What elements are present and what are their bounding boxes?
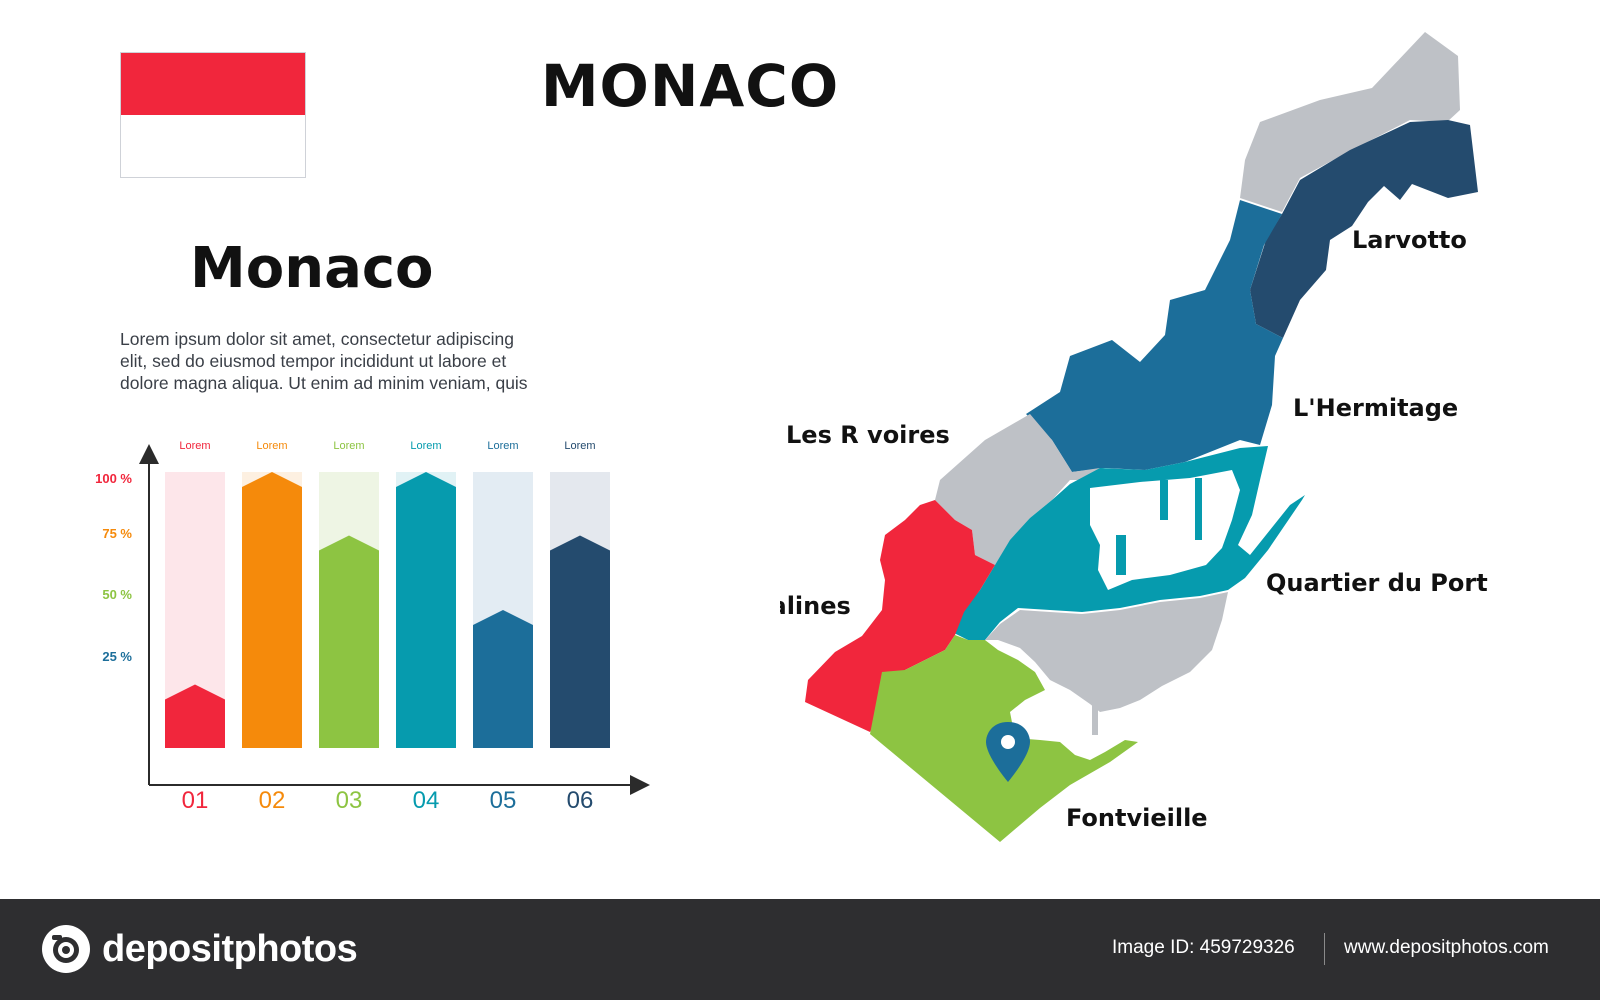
chart-bar <box>550 535 610 748</box>
port-harbor <box>1090 470 1240 590</box>
chart-category-label-group: Lorem Lorem Lorem Lorem Lorem Lorem <box>179 440 595 452</box>
footer-bar: depositphotos Image ID: 459729326 www.de… <box>0 899 1600 1000</box>
chart-category-label: Lorem <box>410 440 441 452</box>
flag-red-stripe <box>121 53 305 115</box>
image-id: Image ID: 459729326 <box>1112 937 1295 958</box>
label-les-revoires: Les R voires <box>786 421 950 449</box>
brand[interactable]: depositphotos <box>40 923 358 975</box>
page-title: MONACO <box>540 52 840 120</box>
region-les-salines <box>805 500 995 732</box>
description-line: elit, sed do eiusmod tempor incididunt u… <box>120 351 507 371</box>
monaco-flag <box>120 52 306 178</box>
chart-x-label-group: 01 02 03 04 05 06 <box>182 787 594 814</box>
label-quartier-du-port: Quartier du Port <box>1266 569 1488 597</box>
chart-bar <box>319 535 379 748</box>
brand-name: depositphotos <box>102 927 358 970</box>
chart-track-group <box>165 472 610 748</box>
description-line: dolore magna aliqua. Ut enim ad minim ve… <box>120 373 528 393</box>
region-north-grey <box>1240 32 1460 212</box>
flag-white-stripe <box>121 115 305 177</box>
chart-bar <box>165 684 225 748</box>
region-les-revoires <box>935 414 1100 565</box>
chart-x-label: 05 <box>490 787 517 814</box>
description-line: Lorem ipsum dolor sit amet, consectetur … <box>120 329 514 349</box>
chart-bar <box>242 472 302 748</box>
chart-category-label: Lorem <box>256 440 287 452</box>
location-pin-icon <box>986 722 1030 782</box>
section-title: Monaco <box>190 236 434 301</box>
region-lhermitage <box>1026 200 1283 472</box>
chart-y-tick: 25 % <box>102 649 132 664</box>
chart-category-label: Lorem <box>333 440 364 452</box>
chart-bar-group <box>165 472 610 748</box>
chart-y-tick: 75 % <box>102 526 132 541</box>
chart-category-label: Lorem <box>564 440 595 452</box>
chart-category-label: Lorem <box>487 440 518 452</box>
site-url-link[interactable]: www.depositphotos.com <box>1344 937 1549 958</box>
label-fontvieille: Fontvieille <box>1066 804 1208 832</box>
chart-y-tick: 100 % <box>95 471 132 486</box>
region-larvotto <box>1250 120 1478 338</box>
label-lhermitage: L'Hermitage <box>1293 394 1458 422</box>
bar-chart: Lorem Lorem Lorem Lorem Lorem Lorem 25 % 50 % 7… <box>95 440 650 814</box>
label-les-salines: Les Salines <box>780 592 851 620</box>
camera-icon <box>42 925 90 973</box>
chart-y-tick-group: 25 % 50 % 75 % 100 % <box>95 471 132 664</box>
label-larvotto: Larvotto <box>1352 226 1467 254</box>
chart-category-label: Lorem <box>179 440 210 452</box>
footer-divider <box>1324 933 1325 965</box>
grey-jetty <box>1092 705 1098 735</box>
chart-x-label: 03 <box>336 787 363 814</box>
description-text: Lorem ipsum dolor sit amet, consectetur … <box>120 328 590 394</box>
chart-bar <box>396 472 456 748</box>
chart-x-label: 01 <box>182 787 209 814</box>
chart-x-label: 06 <box>567 787 594 814</box>
monaco-district-map: Larvotto L'Hermitage Les R voires Quarti… <box>780 32 1488 842</box>
chart-x-label: 04 <box>413 787 440 814</box>
chart-x-label: 02 <box>259 787 286 814</box>
port-pier <box>1116 478 1202 575</box>
chart-bar <box>473 610 533 748</box>
region-monaco-ville <box>985 592 1228 712</box>
chart-y-tick: 50 % <box>102 587 132 602</box>
